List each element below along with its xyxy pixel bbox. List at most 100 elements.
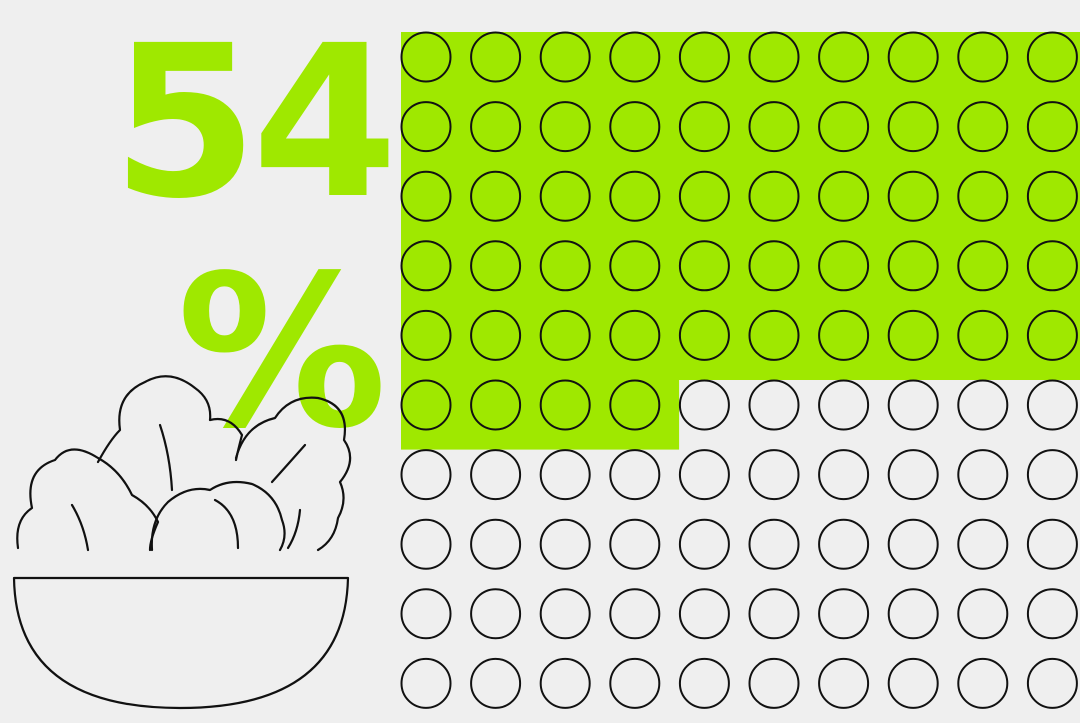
waffle-unit-filled bbox=[957, 101, 1009, 153]
waffle-unit-empty bbox=[1026, 657, 1078, 709]
waffle-unit-empty bbox=[818, 588, 870, 640]
waffle-unit-empty bbox=[887, 379, 939, 431]
percentage-number: 54 bbox=[112, 0, 392, 245]
lettuce-leaf-back bbox=[96, 375, 244, 464]
waffle-unit-empty bbox=[609, 449, 661, 501]
waffle-unit-filled bbox=[609, 379, 661, 431]
waffle-unit-filled bbox=[400, 309, 452, 361]
waffle-grid bbox=[400, 31, 1078, 709]
waffle-unit-empty bbox=[887, 657, 939, 709]
leaf-vein-4 bbox=[286, 508, 302, 550]
waffle-unit-filled bbox=[1026, 101, 1078, 153]
waffle-unit-filled bbox=[1026, 31, 1078, 83]
waffle-unit-filled bbox=[1026, 170, 1078, 222]
waffle-unit-empty bbox=[539, 449, 591, 501]
waffle-unit-filled bbox=[957, 240, 1009, 292]
waffle-unit-filled bbox=[539, 31, 591, 83]
waffle-unit-empty bbox=[678, 518, 730, 570]
waffle-unit-empty bbox=[957, 657, 1009, 709]
waffle-unit-filled bbox=[678, 31, 730, 83]
waffle-unit-empty bbox=[1026, 588, 1078, 640]
waffle-unit-empty bbox=[400, 518, 452, 570]
waffle-unit-empty bbox=[957, 449, 1009, 501]
waffle-unit-filled bbox=[609, 240, 661, 292]
lettuce-leaf-inner bbox=[213, 498, 240, 550]
waffle-unit-filled bbox=[748, 240, 800, 292]
waffle-unit-empty bbox=[957, 379, 1009, 431]
waffle-unit-empty bbox=[818, 379, 870, 431]
waffle-unit-filled bbox=[400, 101, 452, 153]
waffle-unit-empty bbox=[818, 518, 870, 570]
waffle-unit-filled bbox=[609, 31, 661, 83]
waffle-unit-empty bbox=[1026, 518, 1078, 570]
waffle-unit-empty bbox=[748, 379, 800, 431]
waffle-unit-filled bbox=[818, 240, 870, 292]
waffle-unit-filled bbox=[748, 101, 800, 153]
waffle-unit-filled bbox=[400, 31, 452, 83]
waffle-unit-empty bbox=[887, 588, 939, 640]
waffle-unit-filled bbox=[887, 170, 939, 222]
waffle-unit-empty bbox=[609, 518, 661, 570]
waffle-unit-filled bbox=[1026, 240, 1078, 292]
waffle-unit-empty bbox=[400, 449, 452, 501]
waffle-unit-filled bbox=[609, 101, 661, 153]
waffle-unit-empty bbox=[609, 657, 661, 709]
waffle-unit-filled bbox=[470, 101, 522, 153]
waffle-unit-filled bbox=[957, 309, 1009, 361]
waffle-unit-filled bbox=[400, 170, 452, 222]
waffle-unit-empty bbox=[539, 657, 591, 709]
waffle-unit-filled bbox=[539, 379, 591, 431]
waffle-unit-filled bbox=[470, 309, 522, 361]
waffle-unit-empty bbox=[748, 449, 800, 501]
waffle-unit-filled bbox=[470, 31, 522, 83]
leaf-vein-2 bbox=[158, 423, 174, 492]
waffle-unit-empty bbox=[748, 518, 800, 570]
waffle-unit-empty bbox=[609, 588, 661, 640]
waffle-unit-empty bbox=[818, 657, 870, 709]
waffle-unit-filled bbox=[678, 170, 730, 222]
waffle-unit-filled bbox=[678, 309, 730, 361]
waffle-unit-filled bbox=[400, 240, 452, 292]
waffle-unit-filled bbox=[957, 31, 1009, 83]
waffle-unit-empty bbox=[678, 379, 730, 431]
waffle-unit-filled bbox=[539, 240, 591, 292]
waffle-unit-empty bbox=[678, 657, 730, 709]
waffle-unit-empty bbox=[400, 657, 452, 709]
waffle-unit-filled bbox=[539, 101, 591, 153]
waffle-unit-empty bbox=[1026, 379, 1078, 431]
waffle-unit-filled bbox=[957, 170, 1009, 222]
waffle-unit-empty bbox=[470, 449, 522, 501]
leaf-vein-1 bbox=[70, 503, 90, 552]
waffle-unit-filled bbox=[748, 170, 800, 222]
percentage-sign: % bbox=[177, 230, 387, 475]
waffle-unit-filled bbox=[887, 31, 939, 83]
waffle-unit-filled bbox=[887, 309, 939, 361]
waffle-unit-filled bbox=[887, 101, 939, 153]
waffle-unit-filled bbox=[470, 240, 522, 292]
waffle-unit-filled bbox=[539, 309, 591, 361]
salad-bowl-icon bbox=[12, 375, 352, 710]
waffle-unit-filled bbox=[470, 379, 522, 431]
waffle-unit-filled bbox=[400, 379, 452, 431]
waffle-unit-empty bbox=[470, 588, 522, 640]
waffle-unit-empty bbox=[678, 588, 730, 640]
bowl-shape bbox=[12, 576, 350, 710]
waffle-unit-empty bbox=[400, 588, 452, 640]
waffle-unit-empty bbox=[887, 449, 939, 501]
waffle-unit-filled bbox=[678, 240, 730, 292]
waffle-unit-empty bbox=[539, 518, 591, 570]
waffle-unit-filled bbox=[609, 170, 661, 222]
waffle-unit-filled bbox=[678, 101, 730, 153]
waffle-unit-empty bbox=[957, 518, 1009, 570]
waffle-unit-filled bbox=[539, 170, 591, 222]
waffle-unit-filled bbox=[818, 101, 870, 153]
waffle-unit-filled bbox=[609, 309, 661, 361]
waffle-unit-filled bbox=[818, 170, 870, 222]
waffle-unit-empty bbox=[887, 518, 939, 570]
waffle-unit-filled bbox=[748, 31, 800, 83]
waffle-unit-empty bbox=[470, 518, 522, 570]
waffle-unit-empty bbox=[818, 449, 870, 501]
waffle-unit-filled bbox=[818, 309, 870, 361]
waffle-unit-empty bbox=[748, 657, 800, 709]
waffle-unit-filled bbox=[470, 170, 522, 222]
